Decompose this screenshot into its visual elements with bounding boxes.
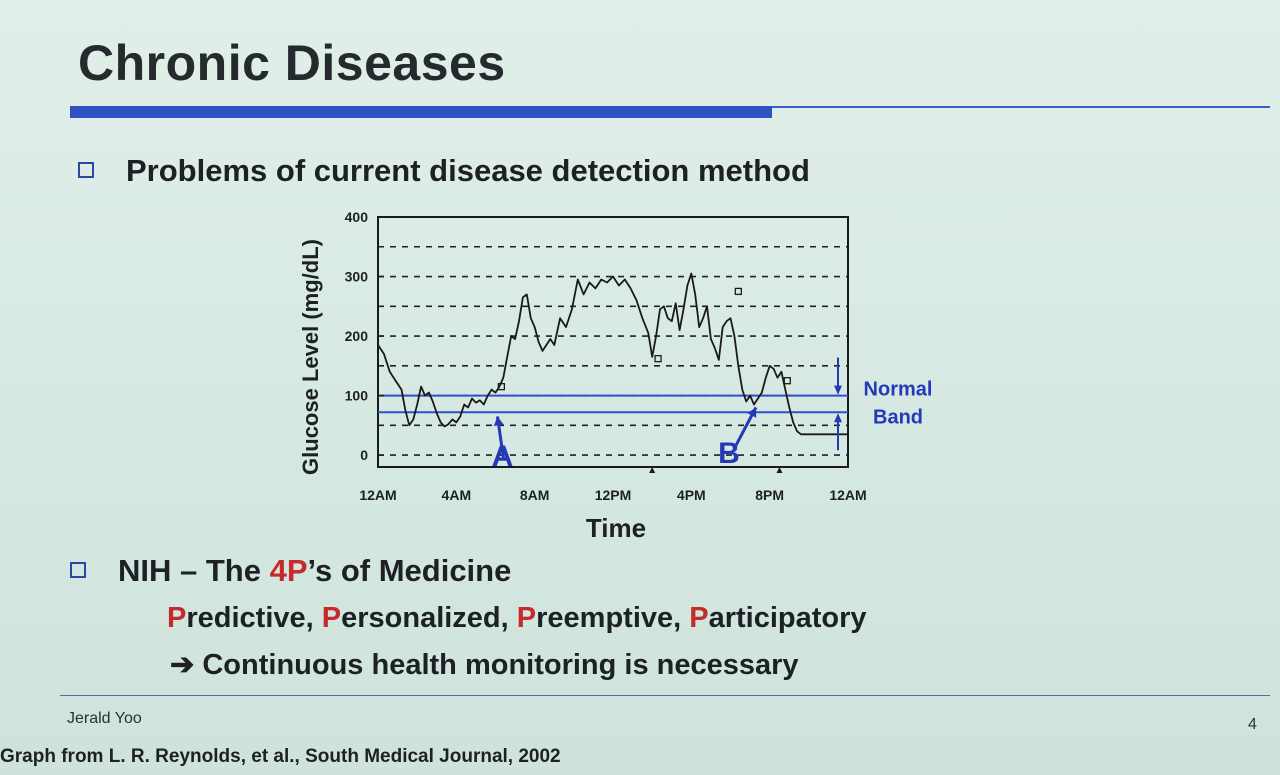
glucose-chart: 0 100 200 300 400 12AM 4AM 8AM 12PM 4PM 8PM 12AM Glu… xyxy=(290,195,970,545)
p-rest: ersonalized, xyxy=(341,602,509,634)
square-marker xyxy=(497,382,506,391)
x-tick-label: 12AM xyxy=(359,487,396,503)
title-underline-thick xyxy=(70,106,772,118)
square-marker xyxy=(783,377,791,385)
slide-title: Chronic Diseases xyxy=(78,35,506,91)
x-axis-title: Time xyxy=(586,513,646,543)
four-ps-line: Predictive, Personalized, Preemptive, Pa… xyxy=(167,602,867,635)
x-tick-label: 8AM xyxy=(520,487,550,503)
p-initial: P xyxy=(689,602,709,634)
y-tick-label: 200 xyxy=(345,328,369,344)
glucose-chart-svg: 0 100 200 300 400 12AM 4AM 8AM 12PM 4PM 8PM 12AM Glu… xyxy=(298,209,933,543)
triangle-marker xyxy=(776,466,783,473)
x-tick-label: 8PM xyxy=(755,487,784,503)
p-rest: articipatory xyxy=(708,602,867,634)
p-initial: P xyxy=(167,602,187,634)
page-number: 4 xyxy=(1248,716,1257,733)
nih-prefix: NIH – The xyxy=(118,553,270,588)
triangle-marker xyxy=(649,466,656,473)
nih-suffix: ’s of Medicine xyxy=(307,553,512,588)
square-marker xyxy=(734,287,742,296)
p-rest: redictive, xyxy=(186,602,314,634)
normal-band-label-line2: Band xyxy=(873,407,923,429)
plot-frame xyxy=(377,216,849,468)
annotation-label-b: B xyxy=(718,437,740,470)
y-tick-label: 400 xyxy=(345,209,369,225)
x-tick-label: 12AM xyxy=(829,487,866,503)
bullet-square-icon xyxy=(70,562,86,578)
bullet-nih: NIH – The 4P’s of Medicine xyxy=(118,553,511,589)
band-arrowhead-top xyxy=(834,385,842,395)
x-tick-label: 4AM xyxy=(442,487,472,503)
p-initial: P xyxy=(321,602,342,634)
annotation-arrowhead xyxy=(493,416,504,427)
x-tick-label: 4PM xyxy=(677,487,706,503)
y-tick-label: 100 xyxy=(345,388,369,404)
glucose-series-line xyxy=(377,272,848,436)
graph-source-citation: Graph from L. R. Reynolds, et al., South… xyxy=(0,746,561,767)
p-rest: reemptive, xyxy=(536,602,682,634)
square-marker xyxy=(654,355,662,363)
title-underline-thin xyxy=(772,106,1270,108)
x-tick-label: 12PM xyxy=(595,487,632,503)
annotation-label-a: A xyxy=(492,440,514,473)
footer-divider xyxy=(60,695,1270,696)
conclusion: ➔ Continuous health monitoring is necess… xyxy=(170,649,799,681)
p-initial: P xyxy=(516,602,537,634)
author: Jerald Yoo xyxy=(67,710,142,727)
bullet-problems: Problems of current disease detection me… xyxy=(126,153,810,188)
band-arrowhead-bottom xyxy=(834,413,842,423)
annotation-arrowhead xyxy=(747,407,757,418)
y-axis-title: Glucose Level (mg/dL) xyxy=(298,239,323,475)
bullet-square-icon xyxy=(78,162,94,178)
normal-band-label-line1: Normal xyxy=(864,379,933,401)
nih-highlight: 4P xyxy=(269,553,308,588)
y-tick-label: 300 xyxy=(345,269,369,285)
y-tick-label: 0 xyxy=(360,447,368,463)
